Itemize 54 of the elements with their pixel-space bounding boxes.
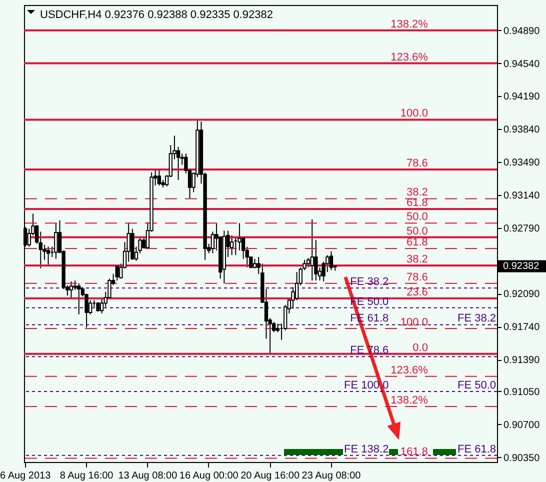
candlestick bbox=[157, 170, 162, 186]
annotation: 100.0 bbox=[400, 108, 428, 120]
annotation: FE 38.2 bbox=[457, 312, 496, 325]
annotation: 138.2% bbox=[390, 18, 428, 30]
candlestick bbox=[46, 246, 50, 266]
candlestick bbox=[238, 222, 242, 251]
x-tick-label: 20 Aug 16:00 bbox=[240, 470, 300, 482]
y-tick-label: 0.91050 bbox=[504, 386, 540, 398]
y-tick-label: 0.91740 bbox=[504, 322, 540, 334]
x-tick-label: 8 Aug 16:00 bbox=[60, 470, 114, 482]
x-tick-label: 13 Aug 08:00 bbox=[118, 470, 178, 482]
annotation: 100.0 bbox=[400, 316, 428, 328]
annotation: 123.6% bbox=[390, 364, 428, 376]
annotation: 38.2 bbox=[406, 186, 428, 199]
y-tick-label: 0.90700 bbox=[504, 420, 540, 431]
x-tick-label: 16 Aug 00:00 bbox=[179, 470, 239, 482]
annotation: FE 50.0 bbox=[457, 379, 496, 392]
y-tick-label: 0.94190 bbox=[504, 92, 540, 103]
chart-title: USDCHF,H4 0.92376 0.92388 0.92335 0.92382 bbox=[40, 9, 274, 21]
annotation: 78.6 bbox=[406, 158, 428, 170]
y-tick-label: 0.94890 bbox=[504, 26, 540, 37]
candlestick bbox=[69, 280, 74, 299]
candlestick bbox=[310, 218, 314, 282]
y-tick-label: 0.92790 bbox=[504, 223, 540, 234]
annotation: FE 61.8 bbox=[457, 443, 496, 456]
x-tick-label: 23 Aug 08:00 bbox=[302, 470, 362, 482]
annotation: 38.2 bbox=[406, 253, 428, 266]
y-tick-label: 0.94540 bbox=[504, 58, 540, 70]
annotation: 50.0 bbox=[406, 225, 428, 238]
candlestick bbox=[73, 280, 77, 290]
candlestick bbox=[230, 234, 234, 256]
annotation: 161.8 bbox=[400, 446, 428, 458]
y-tick-label: 0.92090 bbox=[504, 289, 540, 300]
annotation: FE 138.2 bbox=[344, 443, 389, 456]
y-tick-label: 0.90350 bbox=[504, 452, 540, 464]
y-tick-label: 0.93490 bbox=[504, 158, 540, 169]
candlestick bbox=[54, 222, 58, 260]
x-tick-label: 6 Aug 2013 bbox=[0, 470, 52, 482]
annotation: 50.0 bbox=[406, 211, 428, 224]
annotation: 0.0 bbox=[412, 342, 428, 354]
candlestick bbox=[329, 250, 334, 271]
annotation: 23.6 bbox=[406, 286, 428, 298]
candlestick bbox=[306, 257, 310, 268]
y-tick-label: 0.91390 bbox=[504, 355, 540, 366]
y-tick-label: 0.93840 bbox=[504, 124, 540, 136]
candlestick bbox=[96, 302, 100, 312]
annotation: 138.2% bbox=[390, 394, 428, 407]
annotation: 78.6 bbox=[406, 271, 428, 284]
candlestick bbox=[252, 258, 257, 269]
annotation: 123.6% bbox=[390, 51, 428, 64]
candlestick bbox=[77, 282, 81, 315]
y-tick-label: 0.93140 bbox=[504, 190, 540, 202]
annotation: 61.8 bbox=[406, 236, 428, 249]
text: 0.92382 bbox=[503, 261, 540, 272]
